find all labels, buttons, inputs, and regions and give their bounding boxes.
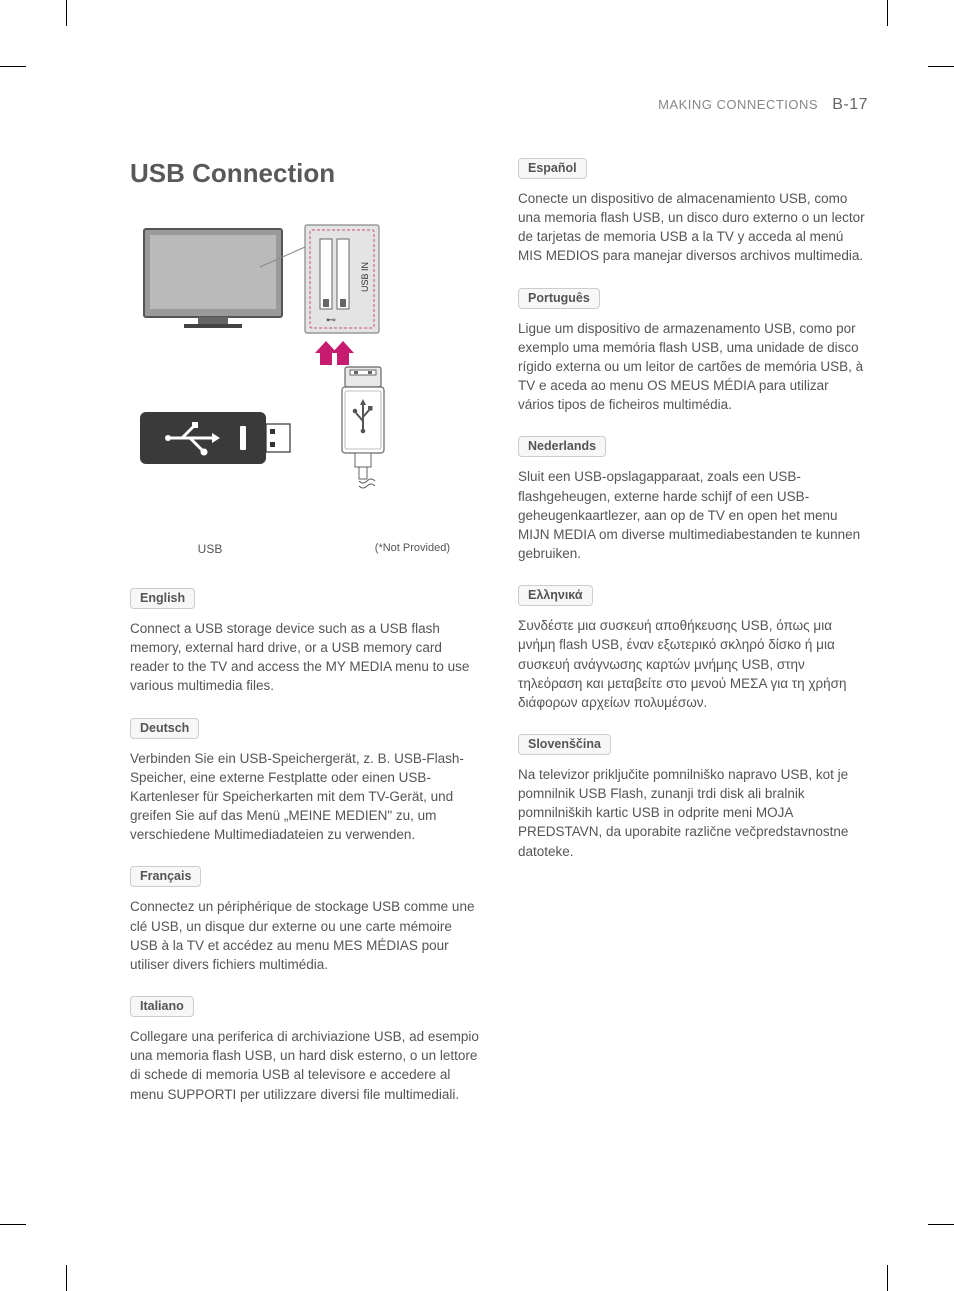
language-text: Sluit een USB-opslagapparaat, zoals een …	[518, 467, 868, 563]
section-name: MAKING CONNECTIONS	[658, 97, 818, 112]
crop-mark	[66, 0, 67, 26]
right-column: Español Conecte un dispositivo de almacen…	[518, 158, 868, 1126]
language-text: Collegare una periferica di archiviazion…	[130, 1027, 480, 1104]
language-text: Connect a USB storage device such as a U…	[130, 619, 480, 696]
page-body: MAKING CONNECTIONS B-17 USB Connection	[0, 0, 954, 1186]
crop-mark	[887, 0, 888, 26]
language-block: Deutsch Verbinden Sie ein USB-Speicherger…	[130, 718, 480, 845]
language-block: Ελληνικά Συνδέστε μια συσκευή αποθήκευσης…	[518, 585, 868, 712]
crop-mark	[887, 1265, 888, 1291]
usb-in-port-label: USB IN	[360, 262, 370, 292]
not-provided-note: (*Not Provided)	[290, 542, 450, 556]
diagram-svg: USB IN ⊷	[130, 217, 450, 537]
svg-text:⊷: ⊷	[326, 315, 336, 326]
language-badge: Slovenščina	[518, 734, 611, 755]
crop-mark	[0, 1224, 26, 1225]
language-text: Connectez un périphérique de stockage US…	[130, 897, 480, 974]
language-block: English Connect a USB storage device such…	[130, 588, 480, 696]
content-columns: USB Connection USB IN	[130, 158, 868, 1126]
language-block: Português Ligue um dispositivo de armazen…	[518, 288, 868, 415]
language-badge: Italiano	[130, 996, 194, 1017]
usb-device-label: USB	[130, 542, 290, 556]
language-badge: Français	[130, 866, 201, 887]
page-header: MAKING CONNECTIONS B-17	[130, 96, 868, 114]
language-block: Español Conecte un dispositivo de almacen…	[518, 158, 868, 266]
language-badge: Português	[518, 288, 600, 309]
crop-mark	[928, 66, 954, 67]
language-text: Ligue um dispositivo de armazenamento US…	[518, 319, 868, 415]
crop-mark	[928, 1224, 954, 1225]
language-text: Συνδέστε μια συσκευή αποθήκευσης USB, όπ…	[518, 616, 868, 712]
language-badge: Ελληνικά	[518, 585, 593, 606]
language-badge: Deutsch	[130, 718, 199, 739]
language-block: Slovenščina Na televizor priključite pomn…	[518, 734, 868, 861]
left-column: USB Connection USB IN	[130, 158, 480, 1126]
page-number: B-17	[832, 96, 868, 113]
language-text: Conecte un dispositivo de almacenamiento…	[518, 189, 868, 266]
language-text: Verbinden Sie ein USB-Speichergerät, z. …	[130, 749, 480, 845]
usb-connection-diagram: USB IN ⊷	[130, 217, 480, 556]
language-badge: English	[130, 588, 195, 609]
crop-mark	[66, 1265, 67, 1291]
page-title: USB Connection	[130, 158, 480, 189]
language-text: Na televizor priključite pomnilniško nap…	[518, 765, 868, 861]
language-block: Italiano Collegare una periferica di arch…	[130, 996, 480, 1104]
language-block: Français Connectez un périphérique de sto…	[130, 866, 480, 974]
language-block: Nederlands Sluit een USB-opslagapparaat, …	[518, 436, 868, 563]
language-badge: Nederlands	[518, 436, 606, 457]
language-badge: Español	[518, 158, 587, 179]
crop-mark	[0, 66, 26, 67]
